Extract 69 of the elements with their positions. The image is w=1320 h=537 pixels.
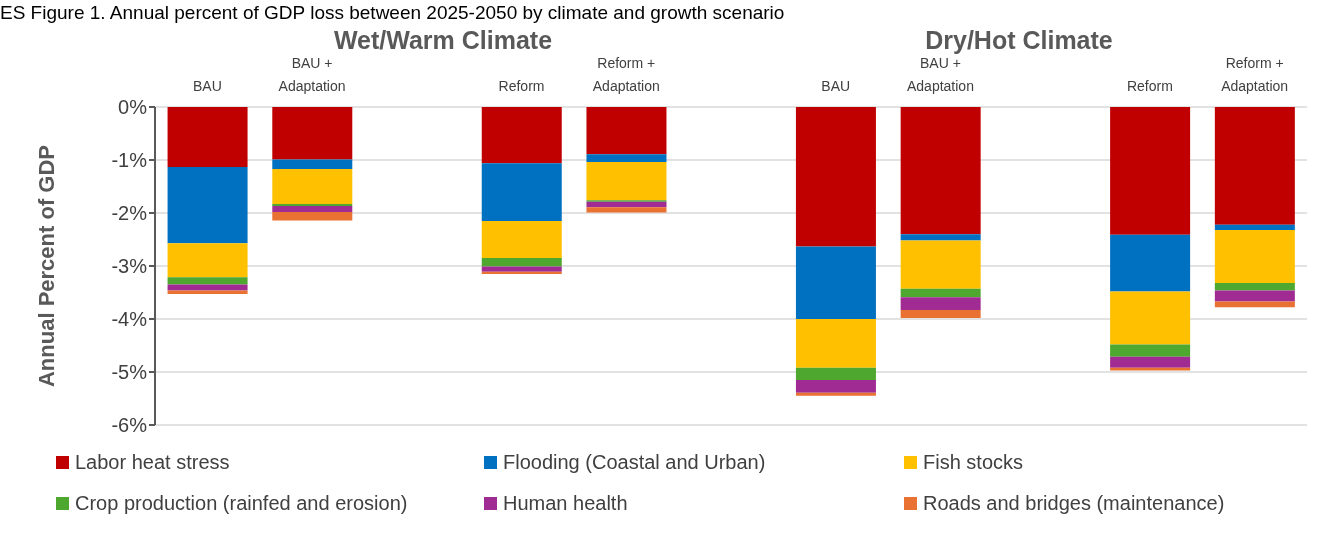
x-tick-label: BAU + Adaptation <box>906 55 974 94</box>
bar <box>900 288 981 298</box>
y-tick-label: -5% <box>111 361 148 384</box>
chart-title: ES Figure 1. Annual percent of GDP loss between 2025-2050 by climate and growth scenario <box>0 2 785 24</box>
bar <box>272 159 353 170</box>
bar <box>586 201 667 208</box>
bar <box>1214 224 1295 230</box>
bar <box>481 107 562 164</box>
x-tick-label: Reform + Adaptation <box>1221 55 1289 94</box>
bar <box>481 163 562 221</box>
x-tick-label: BAU + Adaptation <box>278 55 346 94</box>
bar <box>1214 282 1295 291</box>
legend-label: Crop production (rainfed and erosion) <box>74 492 409 515</box>
bar <box>795 107 876 247</box>
bar <box>167 243 248 278</box>
x-tick-label: BAU <box>192 78 222 94</box>
bar <box>1110 344 1191 357</box>
x-tick-label: Reform <box>1126 78 1173 94</box>
bar <box>795 379 876 393</box>
legend-label: Labor heat stress <box>74 451 231 474</box>
bar <box>1214 290 1295 302</box>
bar <box>272 203 353 207</box>
bar <box>795 319 876 368</box>
bar <box>900 297 981 310</box>
bar <box>272 107 353 160</box>
bar <box>167 277 248 285</box>
bar <box>795 392 876 396</box>
legend-label: Flooding (Coastal and Urban) <box>502 451 767 474</box>
bar <box>1110 107 1191 235</box>
bar <box>481 258 562 267</box>
x-tick-label: Reform <box>498 78 545 94</box>
y-tick-label: -6% <box>111 414 148 437</box>
bar <box>586 207 667 213</box>
bar <box>481 220 562 259</box>
bar <box>272 206 353 212</box>
bar <box>900 107 981 235</box>
bar <box>795 246 876 319</box>
x-tick-label: Reform + Adaptation <box>592 55 660 94</box>
bar <box>586 154 667 163</box>
y-axis-title: Annual Percent of GDP <box>33 144 59 388</box>
bar <box>272 211 353 221</box>
bar <box>900 234 981 241</box>
bar <box>900 309 981 318</box>
legend-label: Fish stocks <box>922 451 1025 474</box>
bar <box>1214 229 1295 283</box>
bar <box>481 271 562 274</box>
bar <box>272 169 353 204</box>
x-tick-label: BAU <box>821 78 851 94</box>
bar <box>167 107 248 167</box>
y-tick-label: -4% <box>111 308 148 331</box>
bar <box>586 162 667 201</box>
bar <box>167 290 248 295</box>
bar <box>900 240 981 289</box>
bar <box>1214 107 1295 225</box>
legend-label: Human health <box>502 492 629 515</box>
y-tick-label: -3% <box>111 255 148 278</box>
legend-label: Roads and bridges (maintenance) <box>922 492 1226 515</box>
bar <box>167 166 248 244</box>
bar <box>795 367 876 380</box>
bar <box>1110 234 1191 292</box>
y-tick-label: -2% <box>111 202 148 225</box>
text: Wet/Warm Climate <box>332 26 554 55</box>
bar <box>586 107 667 155</box>
bar <box>1110 291 1191 345</box>
text: Dry/Hot Climate <box>924 26 1114 55</box>
bar <box>1110 356 1191 368</box>
y-tick-label: 0% <box>118 96 148 119</box>
bar <box>481 266 562 272</box>
y-tick-label: -1% <box>111 149 148 172</box>
